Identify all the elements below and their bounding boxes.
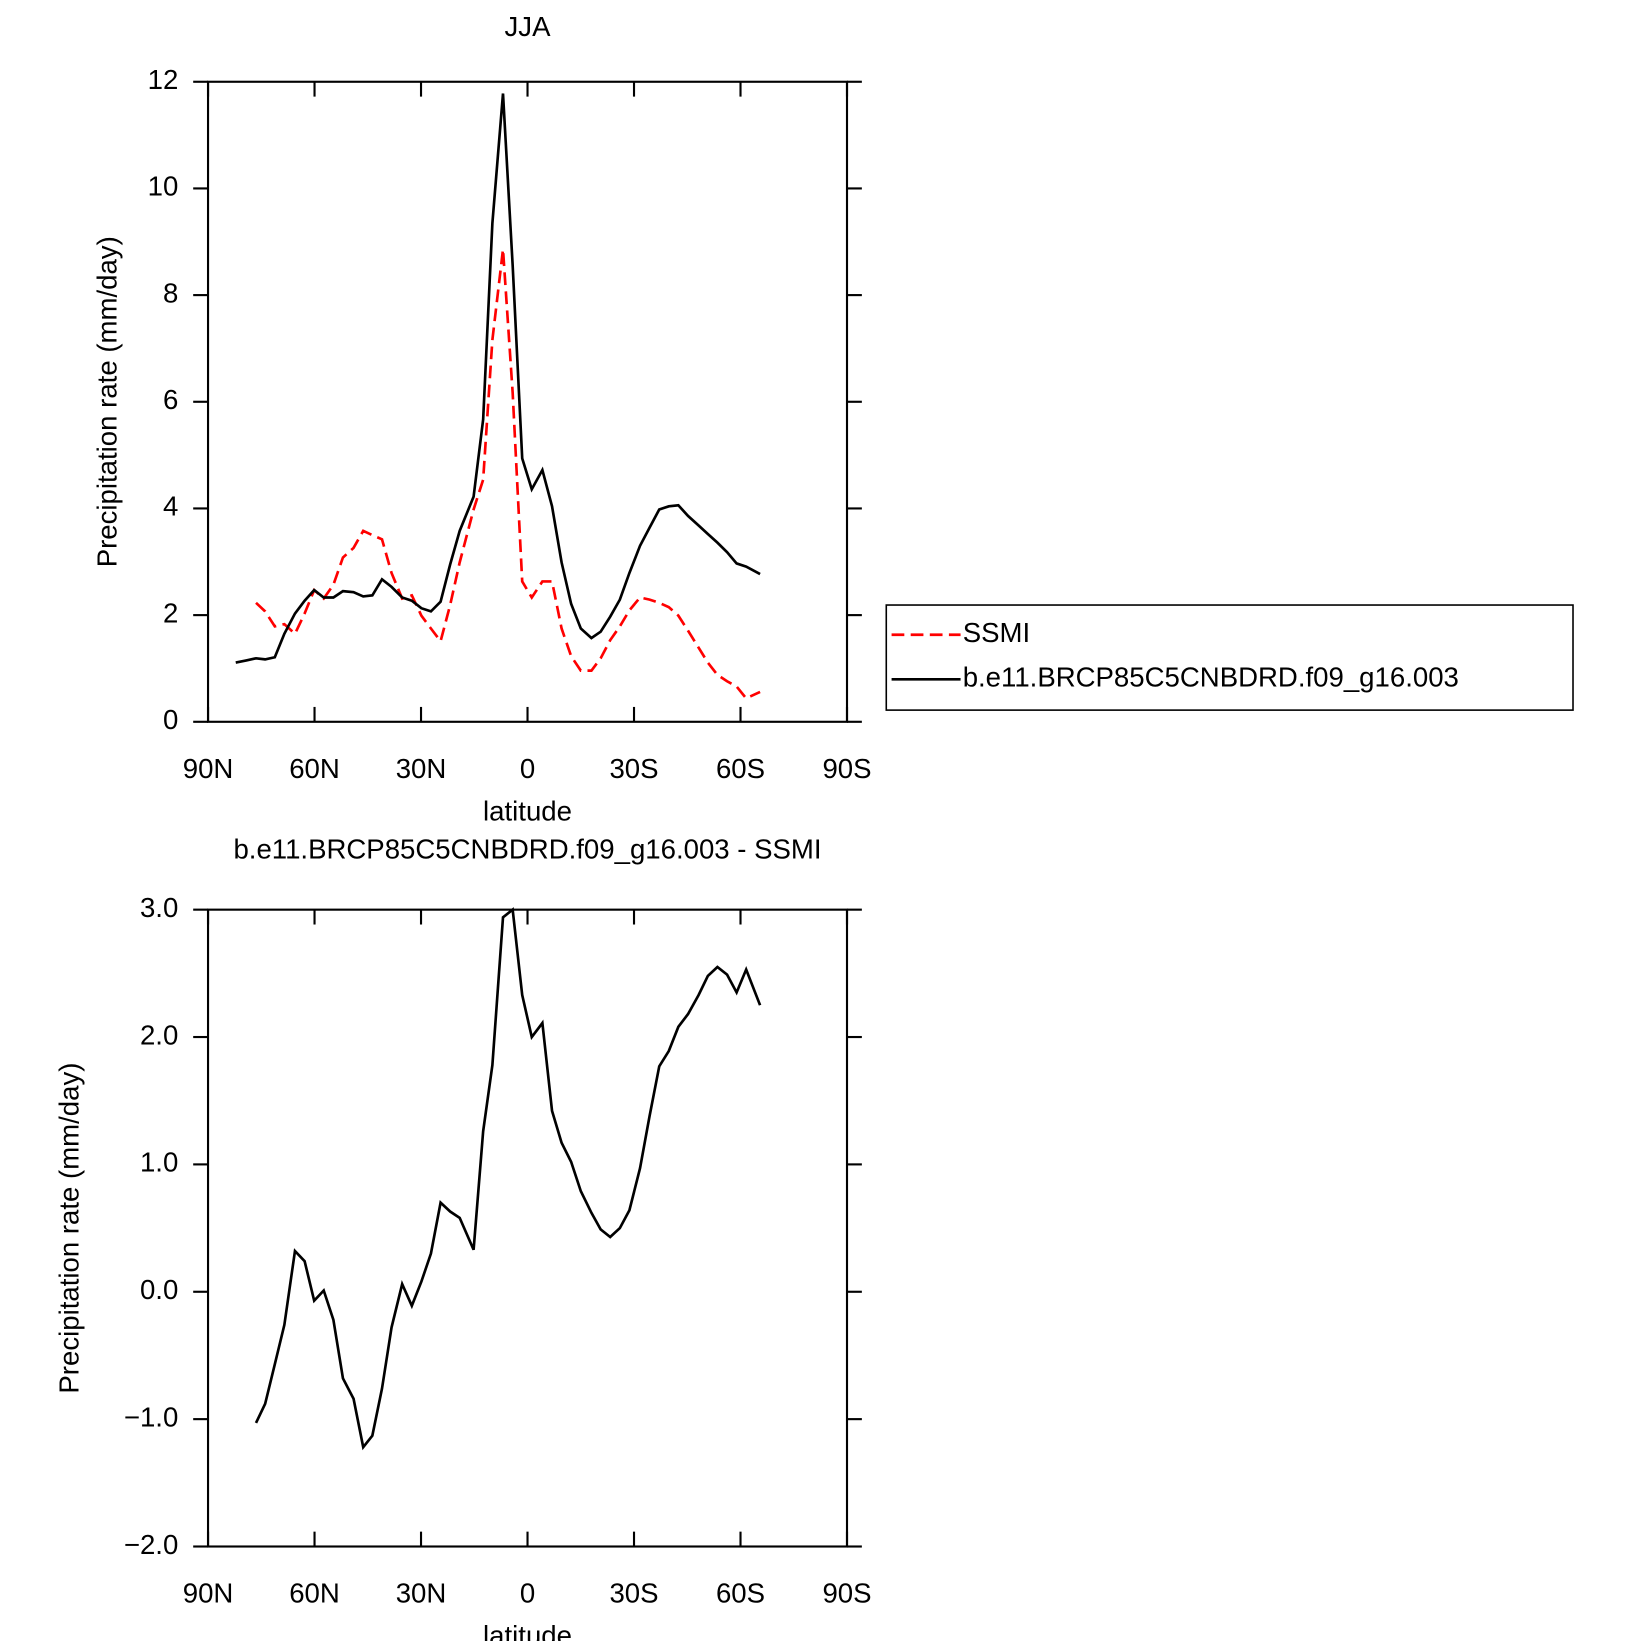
y-tick-label: −2.0 — [124, 1529, 178, 1560]
legend-label: SSMI — [963, 617, 1030, 648]
y-tick-label: 8 — [163, 277, 178, 308]
y-tick-label: 4 — [163, 491, 178, 522]
y-tick-label: 10 — [148, 171, 179, 202]
x-tick-label: 30S — [609, 1578, 658, 1609]
x-tick-label: 60N — [289, 753, 340, 784]
y-tick-label: 1.0 — [140, 1147, 178, 1178]
y-tick-label: −1.0 — [124, 1401, 178, 1432]
y-axis-label: Precipitation rate (mm/day) — [53, 1063, 84, 1394]
y-tick-label: 0 — [163, 704, 178, 735]
y-tick-label: 3.0 — [140, 892, 178, 923]
x-tick-label: 30N — [396, 753, 447, 784]
plot-frame — [206, 908, 849, 1548]
data-line — [254, 907, 762, 1451]
x-tick-label: 90S — [822, 1578, 871, 1609]
x-tick-label: 0 — [520, 753, 535, 784]
y-axis-label: Precipitation rate (mm/day) — [92, 236, 123, 567]
x-axis-label: latitude — [483, 795, 572, 826]
y-tick-label: 0.0 — [140, 1274, 178, 1305]
chart-title: b.e11.BRCP85C5CNBDRD.f09_g16.003 - SSMI — [233, 834, 821, 865]
chart-title: JJA — [505, 11, 552, 42]
legend-box — [885, 604, 1574, 711]
plot-frame — [206, 80, 849, 723]
x-tick-label: 30N — [396, 1578, 447, 1609]
x-tick-label: 90N — [183, 1578, 234, 1609]
legend-label: b.e11.BRCP85C5CNBDRD.f09_g16.003 — [963, 662, 1459, 693]
x-tick-label: 30S — [609, 753, 658, 784]
y-tick-label: 2.0 — [140, 1019, 178, 1050]
x-tick-label: 90N — [183, 753, 234, 784]
x-tick-label: 60S — [716, 753, 765, 784]
x-tick-label: 0 — [520, 1578, 535, 1609]
y-tick-label: 6 — [163, 384, 178, 415]
data-line — [235, 93, 761, 664]
y-tick-label: 2 — [163, 597, 178, 628]
y-tick-label: 12 — [148, 64, 179, 95]
x-tick-label: 60S — [716, 1578, 765, 1609]
data-line — [255, 249, 761, 700]
x-tick-label: 90S — [822, 753, 871, 784]
x-tick-label: 60N — [289, 1578, 340, 1609]
x-axis-label: latitude — [483, 1620, 572, 1641]
